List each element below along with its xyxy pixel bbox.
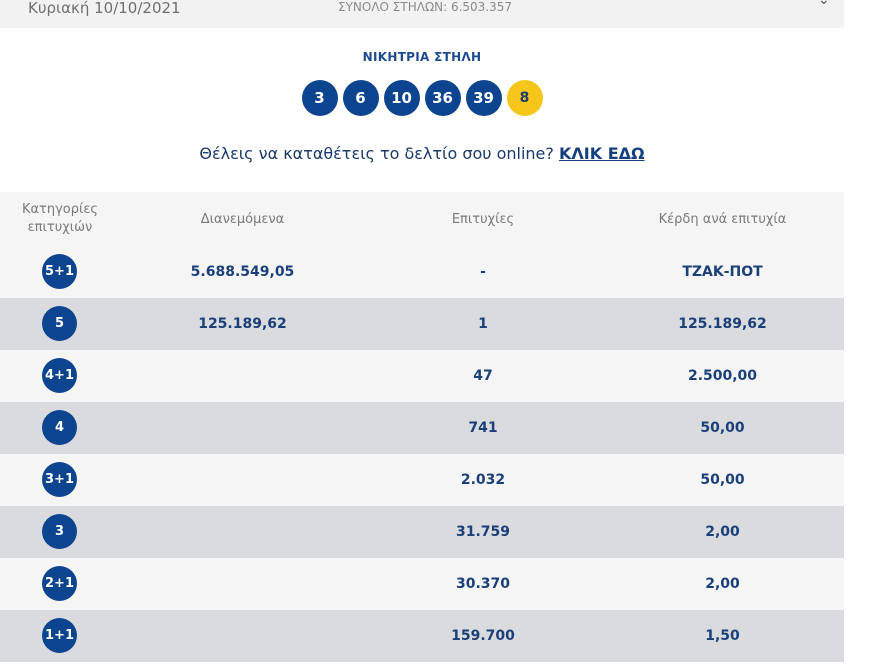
- prize-cell: 125.189,62: [678, 316, 767, 332]
- header-winners: Επιτυχίες: [451, 211, 515, 227]
- header-distributed: Διανεμόμενα: [200, 211, 285, 227]
- winners-cell: 30.370: [455, 576, 511, 592]
- number-ball: 6: [342, 80, 379, 116]
- prize-cell: 2,00: [705, 576, 740, 592]
- winners-cell: 159.700: [451, 628, 515, 644]
- winners-cell: 1: [478, 316, 488, 332]
- cta-text: Θέλεις να καταθέτεις το δελτίο σου onlin…: [199, 144, 554, 163]
- online-cta: Θέλεις να καταθέτεις το δελτίο σου onlin…: [0, 144, 844, 163]
- winners-cell: -: [480, 264, 486, 280]
- category-badge: 3: [42, 514, 77, 549]
- table-row: 2+1 30.370 2,00: [0, 558, 844, 610]
- prize-cell: ΤΖΑΚ-ΠΟΤ: [682, 264, 763, 280]
- distributed-cell: [120, 350, 365, 402]
- distributed-cell: 5.688.549,05: [190, 264, 295, 280]
- category-badge: 2+1: [42, 566, 77, 601]
- winners-cell: 31.759: [455, 524, 511, 540]
- winners-cell: 741: [468, 420, 498, 436]
- category-badge: 5: [42, 306, 77, 341]
- winners-cell: 47: [473, 368, 493, 384]
- table-row: 4 741 50,00: [0, 402, 844, 454]
- prize-cell: 50,00: [700, 420, 745, 436]
- results-panel: Κυριακή 10/10/2021 ΣΥΝΟΛΟ ΣΤΗΛΩΝ: 6.503.…: [0, 0, 844, 662]
- winning-numbers: 3 6 10 36 39 8: [0, 80, 844, 116]
- distributed-cell: 125.189,62: [198, 316, 287, 332]
- draw-info-bar: Κυριακή 10/10/2021 ΣΥΝΟΛΟ ΣΤΗΛΩΝ: 6.503.…: [0, 0, 844, 28]
- winners-cell: 2.032: [460, 472, 506, 488]
- distributed-cell: [120, 402, 365, 454]
- prize-cell: 2.500,00: [687, 368, 758, 384]
- table-row: 3+1 2.032 50,00: [0, 454, 844, 506]
- category-badge: 1+1: [42, 618, 77, 653]
- distributed-cell: [120, 610, 365, 662]
- prize-cell: 1,50: [705, 628, 740, 644]
- category-badge: 5+1: [42, 254, 77, 289]
- click-here-link[interactable]: ΚΛΙΚ ΕΔΩ: [558, 144, 645, 163]
- category-badge: 4: [42, 410, 77, 445]
- number-ball: 3: [301, 80, 338, 116]
- distributed-cell: [120, 454, 365, 506]
- table-row: 5+1 5.688.549,05 - ΤΖΑΚ-ΠΟΤ: [0, 246, 844, 298]
- winning-title: ΝΙΚΗΤΡΙΑ ΣΤΗΛΗ: [362, 50, 482, 64]
- joker-ball: 8: [506, 80, 543, 116]
- number-ball: 10: [383, 80, 420, 116]
- table-row: 3 31.759 2,00: [0, 506, 844, 558]
- category-badge: 3+1: [42, 462, 77, 497]
- table-row: 1+1 159.700 1,50: [0, 610, 844, 662]
- number-ball: 39: [465, 80, 502, 116]
- results-table: 5+1 5.688.549,05 - ΤΖΑΚ-ΠΟΤ 5 125.189,62…: [0, 246, 844, 662]
- table-row: 4+1 47 2.500,00: [0, 350, 844, 402]
- distributed-cell: [120, 506, 365, 558]
- total-columns: ΣΥΝΟΛΟ ΣΤΗΛΩΝ: 6.503.357: [338, 0, 513, 14]
- header-category: Κατηγορίες επιτυχιών: [21, 202, 99, 235]
- category-badge: 4+1: [42, 358, 77, 393]
- chevron-down-icon[interactable]: ⌄: [818, 0, 830, 8]
- distributed-cell: [120, 558, 365, 610]
- prize-cell: 50,00: [700, 472, 745, 488]
- header-prize: Κέρδη ανά επιτυχία: [658, 211, 787, 227]
- table-header: Κατηγορίες επιτυχιών Διανεμόμενα Επιτυχίε…: [0, 192, 844, 246]
- number-ball: 36: [424, 80, 461, 116]
- prize-cell: 2,00: [705, 524, 740, 540]
- draw-date: Κυριακή 10/10/2021: [28, 0, 181, 17]
- table-row: 5 125.189,62 1 125.189,62: [0, 298, 844, 350]
